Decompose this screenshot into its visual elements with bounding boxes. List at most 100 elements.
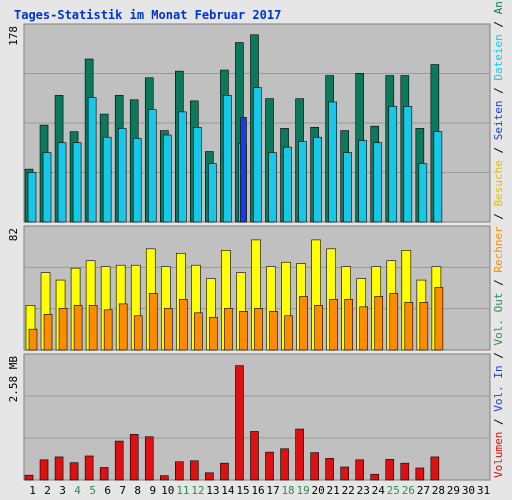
bar-volumen-day-16: [250, 431, 259, 481]
bar-rechner-day-16: [254, 308, 263, 351]
bar-volumen-day-25: [385, 459, 395, 481]
bar-rechner-day-21: [329, 299, 338, 351]
x-tick-label: 4: [74, 484, 81, 497]
x-tick-label: 30: [462, 484, 475, 497]
x-tick-label: 2: [44, 484, 51, 497]
bar-dateien-day-14: [223, 95, 232, 223]
panel-requests: 178: [7, 23, 491, 223]
bar-seiten-day-15: [240, 117, 247, 223]
bar-rechner-day-3: [58, 308, 68, 351]
bar-rechner-day-26: [404, 302, 414, 351]
bar-dateien-day-2: [42, 152, 52, 223]
x-tick-label: 25: [387, 484, 400, 497]
bar-dateien-day-19: [298, 141, 307, 223]
bar-rechner-day-24: [374, 296, 384, 351]
legend-part: /: [492, 14, 505, 34]
x-tick-label: 26: [402, 484, 415, 497]
x-tick-label: 27: [417, 484, 430, 497]
x-tick-label: 15: [236, 484, 249, 497]
bar-dateien-day-28: [433, 131, 443, 223]
bar-rechner-day-6: [103, 309, 113, 351]
bar-volumen-day-8: [129, 434, 139, 481]
bar-volumen-day-17: [265, 451, 274, 481]
bar-rechner-day-10: [163, 308, 173, 351]
bar-volumen-day-9: [144, 436, 154, 481]
bar-rechner-day-14: [224, 308, 233, 351]
x-tick-label: 7: [119, 484, 126, 497]
bar-volumen-day-5: [84, 455, 94, 481]
bar-volumen-day-28: [430, 456, 440, 481]
bar-volumen-day-7: [114, 440, 124, 481]
legend-part: /: [492, 273, 505, 293]
x-tick-label: 14: [221, 484, 235, 497]
x-tick-label: 21: [327, 484, 340, 497]
legend-part: /: [492, 412, 505, 432]
bar-rechner-day-17: [269, 311, 278, 351]
bar-rechner-day-18: [284, 315, 293, 351]
x-tick-label: 1: [29, 484, 36, 497]
bar-dateien-day-10: [162, 134, 172, 223]
bar-dateien-day-26: [403, 106, 413, 223]
x-tick-label: 17: [266, 484, 279, 497]
bar-dateien-day-18: [283, 146, 292, 223]
bar-volumen-day-3: [54, 456, 64, 481]
legend-part: Vol. Out: [492, 293, 505, 346]
x-axis-labels: 1 2 3 4 5 6 7 8 9 10 11 12 13 14 15 16 17 18 19 20 21 22 23 24 2…: [29, 484, 490, 497]
bar-rechner-day-15: [239, 311, 248, 351]
x-tick-label: 24: [372, 484, 386, 497]
panel-visits: 82: [7, 225, 491, 351]
bar-rechner-day-1: [28, 328, 38, 351]
legend-part: Rechner: [492, 226, 505, 273]
x-tick-label: 9: [149, 484, 156, 497]
bar-volumen-day-11: [175, 461, 184, 481]
legend-part: Dateien: [492, 34, 505, 80]
bar-dateien-day-27: [418, 163, 428, 223]
bar-volumen-day-20: [310, 452, 319, 481]
bar-volumen-day-10: [159, 475, 169, 481]
x-tick-label: 10: [161, 484, 174, 497]
bar-volumen-day-1: [24, 474, 34, 481]
legend-part: /: [492, 346, 505, 366]
panel-volume: 2.58 MB: [7, 353, 491, 481]
legend-part: /: [492, 140, 505, 160]
legend-part: Seiten: [492, 100, 505, 140]
legend-part: Volumen: [492, 432, 505, 478]
bar-dateien-day-23: [358, 140, 368, 223]
bar-volumen-day-14: [220, 462, 229, 481]
bar-rechner-day-20: [314, 305, 323, 351]
bar-volumen-day-21: [325, 458, 334, 481]
bar-dateien-day-17: [268, 152, 277, 223]
x-tick-label: 18: [281, 484, 294, 497]
bar-volumen-day-19: [295, 428, 304, 481]
right-legend-label: Volumen / Vol. In / Vol. Out / Rechner /…: [492, 0, 505, 478]
bar-rechner-day-22: [344, 299, 353, 351]
bar-rechner-day-13: [209, 316, 218, 351]
x-tick-label: 11: [176, 484, 189, 497]
bar-volumen-day-18: [280, 448, 289, 481]
x-tick-label: 31: [477, 484, 490, 497]
bar-rechner-day-12: [194, 312, 203, 351]
bar-dateien-day-16: [253, 87, 262, 223]
chart-panels: 178 82 2.58 MB: [7, 23, 491, 481]
bar-dateien-day-1: [27, 172, 37, 223]
bar-dateien-day-6: [102, 136, 112, 223]
bar-rechner-day-4: [73, 305, 83, 351]
x-tick-label: 28: [432, 484, 445, 497]
x-tick-label: 23: [357, 484, 370, 497]
x-tick-label: 3: [59, 484, 66, 497]
bar-volumen-day-4: [69, 462, 79, 481]
bar-volumen-day-2: [39, 459, 49, 481]
y-max-label: 2.58 MB: [7, 356, 20, 403]
bar-rechner-day-23: [359, 306, 369, 351]
bar-rechner-day-11: [179, 299, 188, 351]
bar-dateien-day-9: [147, 109, 157, 223]
bar-dateien-day-3: [57, 142, 67, 223]
bar-dateien-day-11: [178, 111, 187, 223]
x-tick-label: 22: [342, 484, 355, 497]
bar-dateien-day-20: [313, 136, 322, 223]
bar-dateien-day-24: [373, 142, 383, 223]
y-max-label: 82: [7, 228, 20, 241]
x-tick-label: 5: [89, 484, 96, 497]
